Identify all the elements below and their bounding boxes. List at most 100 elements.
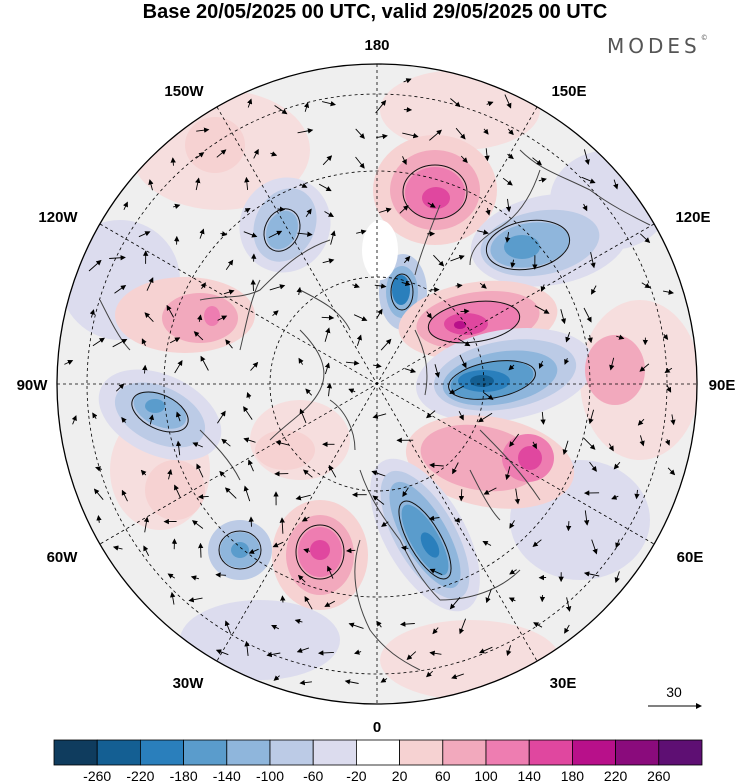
wind-arrow — [225, 259, 234, 270]
wind-arrow — [540, 411, 546, 425]
wind-arrow — [455, 283, 463, 289]
colorbar-tick-label: 100 — [474, 768, 498, 783]
lon-label-60e: 60E — [677, 549, 704, 566]
colorbar-swatch — [53, 739, 98, 766]
wind-arrow — [587, 335, 593, 344]
wind-arrow — [299, 408, 307, 424]
wind-arrow — [376, 308, 383, 319]
wind-arrow — [426, 670, 434, 678]
wind-arrow — [510, 259, 516, 269]
wind-arrow — [200, 282, 206, 290]
wind-arrow — [89, 309, 95, 318]
wind-arrow — [508, 597, 516, 603]
wind-arrow — [452, 462, 459, 475]
wind-arrow — [460, 308, 470, 315]
wind-arrow — [121, 489, 128, 502]
wind-arrow — [175, 411, 182, 422]
wind-arrow — [482, 540, 492, 546]
lon-label-120w: 120W — [38, 209, 78, 226]
wind-arrow — [372, 413, 387, 419]
wind-arrow — [429, 129, 442, 141]
wind-arrow — [280, 595, 286, 603]
wind-arrow — [433, 254, 445, 267]
wind-arrow — [328, 464, 337, 478]
wind-arrow — [581, 176, 596, 184]
wind-arrow — [639, 233, 651, 244]
wind-arrow — [190, 575, 200, 581]
wind-arrow — [247, 98, 253, 108]
wind-arrow — [376, 133, 388, 140]
wind-arrow — [666, 384, 672, 393]
colorbar-tick-label: -60 — [303, 768, 323, 783]
wind-arrow — [616, 334, 625, 340]
wind-arrow — [273, 675, 280, 681]
wind-arrow — [250, 279, 256, 292]
wind-arrow — [148, 414, 155, 425]
wind-arrow — [71, 415, 77, 425]
wind-arrow — [664, 367, 673, 373]
colorbar-tick-label: -100 — [256, 768, 284, 783]
wind-arrow — [274, 105, 288, 115]
wind-arrow — [449, 597, 461, 610]
wind-arrow — [534, 305, 550, 314]
colorbar-tick-label: 220 — [604, 768, 628, 783]
wind-arrow — [344, 679, 359, 685]
colorbar-tick-label: -220 — [126, 768, 154, 783]
wind-arrow — [380, 677, 388, 683]
wind-arrow — [166, 304, 174, 318]
wind-arrow — [346, 547, 356, 554]
wind-arrow — [299, 679, 312, 686]
wind-arrow — [531, 441, 537, 450]
wind-arrow — [174, 360, 183, 374]
wind-arrow — [324, 327, 331, 342]
wind-arrow — [614, 571, 620, 583]
wind-arrow — [248, 548, 259, 554]
wind-arrow — [505, 232, 511, 243]
wind-arrow — [348, 622, 364, 629]
wind-arrow — [486, 101, 494, 107]
wind-arrow — [197, 314, 203, 322]
wind-arrow — [454, 517, 462, 523]
wind-arrow — [400, 621, 415, 627]
colorbar-tick-label: 20 — [392, 768, 408, 783]
colorbar-tick-label: 60 — [435, 768, 451, 783]
wind-arrow — [243, 406, 253, 420]
wind-arrow — [277, 206, 286, 212]
wind-arrow — [143, 516, 150, 533]
wind-arrow — [92, 412, 98, 420]
wind-arrow — [304, 596, 313, 610]
wind-arrow — [318, 183, 332, 192]
wind-arrow — [479, 282, 487, 289]
wind-arrow — [92, 337, 105, 347]
wind-arrow — [507, 153, 514, 160]
wind-arrow — [641, 282, 651, 289]
colorbar-swatch — [442, 739, 487, 766]
wind-arrow — [121, 416, 127, 423]
lon-label-180: 180 — [364, 37, 389, 54]
colorbar-swatch — [485, 739, 530, 766]
colorbar-tick-label: -140 — [213, 768, 241, 783]
wind-arrow — [170, 157, 176, 166]
wind-arrow — [450, 255, 465, 262]
wind-arrow — [144, 312, 154, 323]
map-border — [56, 63, 698, 705]
wind-arrow — [196, 127, 210, 133]
wind-arrow — [303, 469, 313, 478]
wind-arrow — [378, 207, 392, 213]
wind-arrow — [663, 289, 674, 295]
colorbar-tick-label: 180 — [561, 768, 585, 783]
wind-arrow — [215, 649, 229, 656]
wind-arrow — [404, 367, 417, 374]
colorbar-swatch — [399, 739, 444, 766]
wind-arrow — [564, 358, 570, 365]
lon-label-90e: 90E — [709, 377, 736, 394]
wind-arrow — [380, 338, 392, 351]
wind-arrow — [250, 361, 259, 371]
wind-arrow — [429, 650, 442, 656]
wind-arrow — [95, 466, 103, 472]
lon-label-90w: 90W — [17, 377, 49, 394]
wind-arrow — [297, 574, 306, 583]
modes-logo: MODES© — [607, 34, 708, 58]
wind-arrow — [318, 650, 334, 656]
wind-arrow — [269, 284, 286, 291]
